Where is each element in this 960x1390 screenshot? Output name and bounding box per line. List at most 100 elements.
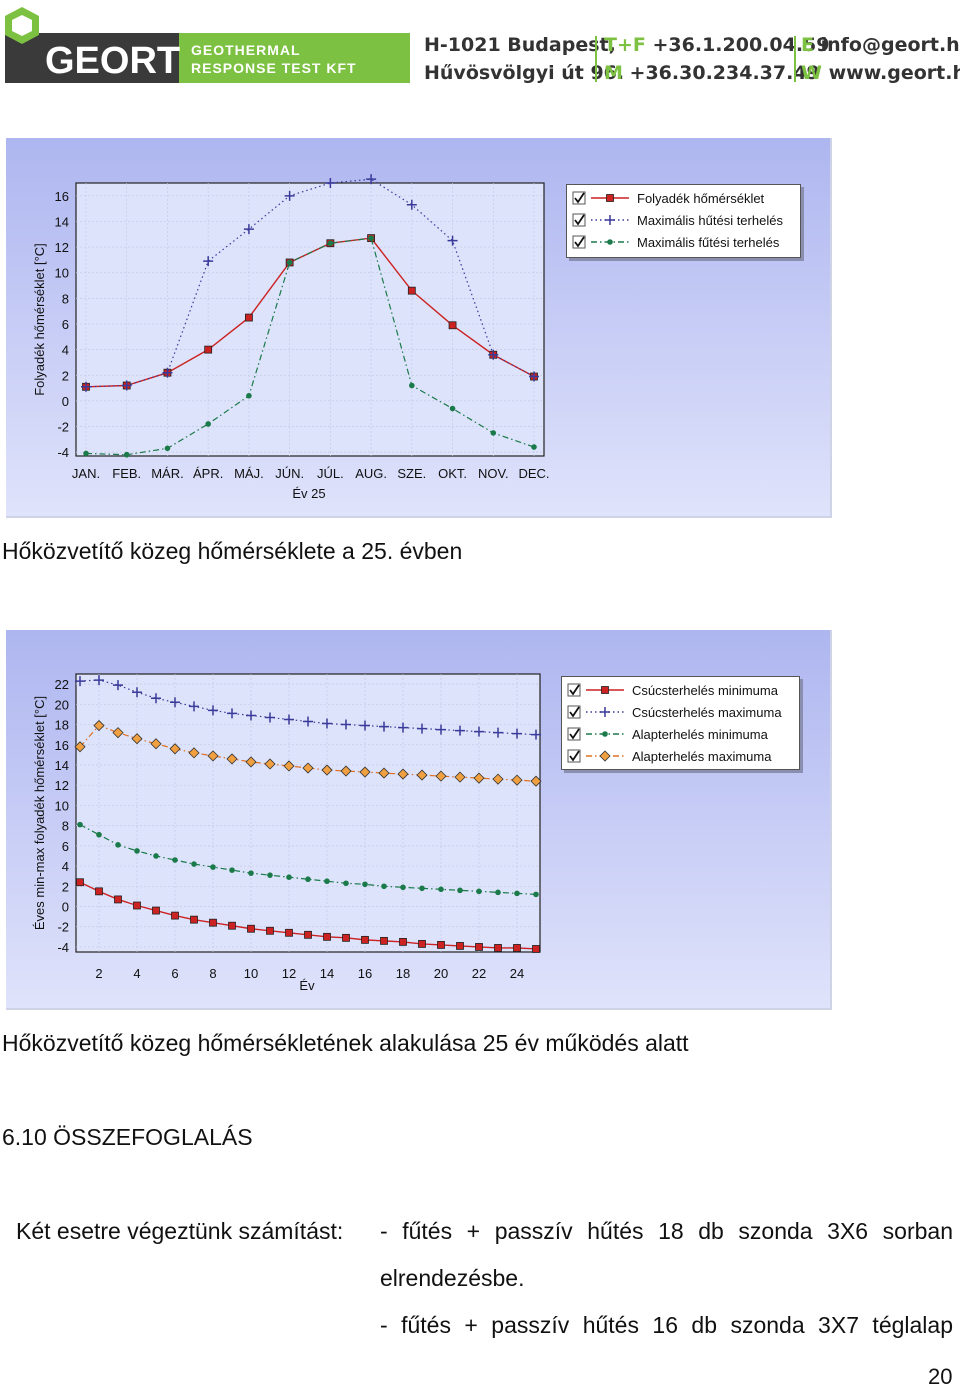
legend-label: Csúcsterhelés maximuma: [632, 705, 782, 720]
email-address: info@geort.hu: [820, 34, 960, 56]
plot-area: [75, 673, 541, 953]
data-point-s1: [341, 719, 351, 730]
x-tick-label: JAN.: [72, 466, 100, 481]
data-point-s0: [456, 942, 464, 950]
legend-marker: [599, 750, 611, 762]
y-tick-label: 12: [55, 240, 69, 255]
x-tick-label: DEC.: [518, 466, 549, 481]
mobile-number: +36.30.234.37.49: [629, 62, 820, 84]
data-point-s2: [531, 444, 537, 450]
chart2-legend: Csúcsterhelés minimuma Csúcsterhelés maxi…: [561, 676, 800, 770]
x-axis-label: Év 25: [292, 486, 325, 501]
y-tick-label: 18: [55, 718, 69, 733]
x-tick-label: JÚL.: [317, 466, 344, 481]
data-point-s2: [164, 445, 171, 452]
data-point-s1: [322, 718, 332, 729]
data-point-s1: [121, 380, 132, 391]
y-tick-label: 2: [62, 879, 69, 894]
caption-2: Hőközvetítő közeg hőmérsékletének alakul…: [2, 1030, 689, 1056]
x-tick-label: FEB.: [112, 466, 141, 481]
legend-marker: [607, 239, 613, 245]
data-point-s0: [361, 935, 369, 944]
data-point-s1: [170, 697, 180, 708]
y-tick-label: 0: [62, 900, 69, 915]
data-point-s2: [490, 430, 497, 436]
data-point-s1: [189, 701, 199, 712]
data-point-s1: [113, 680, 123, 691]
data-point-s1: [162, 367, 173, 378]
y-tick-label: 14: [55, 758, 69, 773]
data-point-s0: [285, 928, 293, 937]
data-point-s0: [245, 313, 253, 322]
data-point-s2: [134, 848, 140, 854]
data-point-s0: [399, 937, 407, 946]
web-label: W: [801, 62, 822, 84]
chart-panel-yearly: 22 20 18 16 14 12 10 8 6 4 2 0 -2 -4 2 4 6 8 10 12 14 16 18 20 2…: [6, 630, 832, 1010]
y-tick-label: 8: [62, 819, 69, 834]
x-tick-label: MÁR.: [151, 466, 184, 481]
data-point-s2: [495, 889, 501, 896]
y-tick-label: 22: [55, 677, 69, 692]
data-point-s0: [133, 901, 141, 910]
data-point-s2: [305, 876, 311, 883]
y-tick-label: 14: [55, 214, 69, 229]
legend-marker: [601, 686, 609, 694]
x-tick-label: MÁJ.: [234, 466, 264, 481]
y-tick-label: -4: [57, 445, 69, 460]
company-logo: GEORT GEOTHERMAL RESPONSE TEST KFT: [5, 5, 410, 83]
y-tick-label: -4: [57, 940, 69, 955]
checkmark-icon: [574, 236, 585, 248]
data-point-s2: [205, 421, 211, 427]
data-point-s2: [324, 878, 330, 885]
x-tick-label: 14: [320, 966, 334, 981]
data-point-s0: [304, 930, 312, 939]
data-point-s1: [512, 728, 522, 739]
data-point-s2: [449, 405, 456, 412]
y-tick-label: 4: [62, 859, 69, 874]
data-point-s2: [229, 867, 235, 873]
data-point-s0: [76, 878, 84, 887]
data-point-s3: [416, 769, 428, 781]
data-point-s3: [245, 756, 257, 768]
item1-line1: - fűtés + passzív hűtés 18 db szonda 3X6…: [380, 1218, 953, 1244]
y-tick-label: 10: [55, 266, 69, 281]
checkmark-icon: [569, 706, 580, 718]
y-tick-label: 16: [55, 189, 69, 204]
data-point-s1: [151, 693, 161, 704]
data-point-s0: [342, 933, 350, 942]
header-divider-2: [794, 36, 796, 82]
intro-text: Két esetre végeztünk számítást:: [16, 1218, 344, 1244]
y-tick-label: 12: [55, 778, 69, 793]
data-point-s3: [131, 733, 143, 745]
data-point-s3: [207, 750, 219, 762]
data-point-s0: [228, 921, 236, 930]
data-point-s2: [115, 842, 121, 848]
item2-line1: - fűtés + passzív hűtés 16 db szonda 3X7…: [380, 1312, 953, 1338]
data-point-s0: [448, 321, 457, 330]
y-tick-label: 6: [62, 839, 69, 854]
logo-tagline-2: RESPONSE TEST KFT: [191, 60, 357, 76]
data-point-s0: [532, 945, 540, 953]
web-address: www.geort.hu: [828, 62, 960, 84]
data-point-s2: [83, 450, 89, 457]
data-point-s1: [265, 712, 275, 723]
x-tick-label: SZE.: [397, 466, 426, 481]
data-point-s2: [368, 235, 374, 241]
item1-line2: elrendezésbe.: [380, 1265, 525, 1291]
data-point-s1: [488, 349, 499, 360]
data-point-s2: [246, 392, 252, 399]
data-point-s2: [123, 451, 130, 458]
x-tick-label: 4: [133, 966, 140, 981]
data-point-s2: [343, 880, 349, 887]
data-point-s2: [362, 881, 368, 888]
x-axis-label: Év: [299, 978, 315, 993]
data-point-s1: [303, 716, 313, 727]
y-tick-label: -2: [57, 920, 69, 935]
y-tick-label: 20: [55, 697, 69, 712]
data-point-s3: [435, 770, 447, 782]
data-point-s3: [397, 768, 409, 780]
data-point-s1: [379, 721, 389, 732]
y-tick-label: 0: [62, 394, 69, 409]
address-line-1: H-1021 Budapest,: [424, 34, 616, 56]
data-point-s2: [327, 240, 334, 247]
